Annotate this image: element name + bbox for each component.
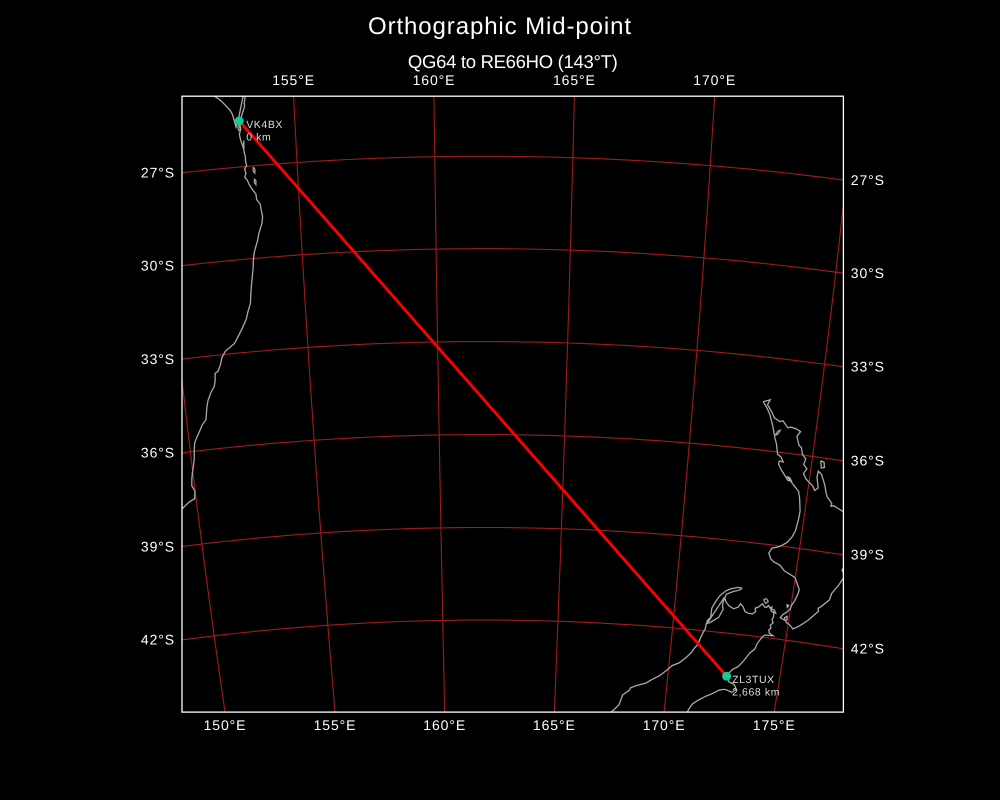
svg-text:39°S: 39°S (851, 547, 885, 563)
svg-text:155°E: 155°E (272, 72, 315, 88)
svg-text:QG64 to RE66HO (143°T): QG64 to RE66HO (143°T) (408, 51, 618, 72)
svg-text:27°S: 27°S (141, 165, 175, 181)
svg-text:160°E: 160°E (423, 717, 466, 733)
svg-text:150°E: 150°E (204, 717, 247, 733)
svg-text:170°E: 170°E (693, 72, 736, 88)
svg-text:33°S: 33°S (141, 351, 175, 367)
svg-text:39°S: 39°S (141, 538, 175, 554)
svg-text:160°E: 160°E (413, 72, 456, 88)
svg-text:0 km: 0 km (246, 131, 271, 143)
svg-text:42°S: 42°S (141, 632, 175, 648)
svg-text:175°E: 175°E (753, 717, 796, 733)
svg-text:36°S: 36°S (851, 453, 885, 469)
svg-text:2,668 km: 2,668 km (732, 687, 780, 699)
svg-text:170°E: 170°E (643, 717, 686, 733)
svg-text:VK4BX: VK4BX (246, 119, 283, 131)
svg-text:42°S: 42°S (851, 641, 885, 657)
svg-text:165°E: 165°E (533, 717, 576, 733)
svg-text:Orthographic Mid-point: Orthographic Mid-point (368, 13, 632, 40)
svg-text:ZL3TUX: ZL3TUX (732, 674, 775, 686)
svg-text:33°S: 33°S (851, 359, 885, 375)
svg-text:30°S: 30°S (851, 265, 885, 281)
svg-text:165°E: 165°E (553, 72, 596, 88)
svg-text:27°S: 27°S (851, 172, 885, 188)
svg-text:155°E: 155°E (314, 717, 357, 733)
svg-text:36°S: 36°S (141, 445, 175, 461)
svg-text:30°S: 30°S (141, 258, 175, 274)
